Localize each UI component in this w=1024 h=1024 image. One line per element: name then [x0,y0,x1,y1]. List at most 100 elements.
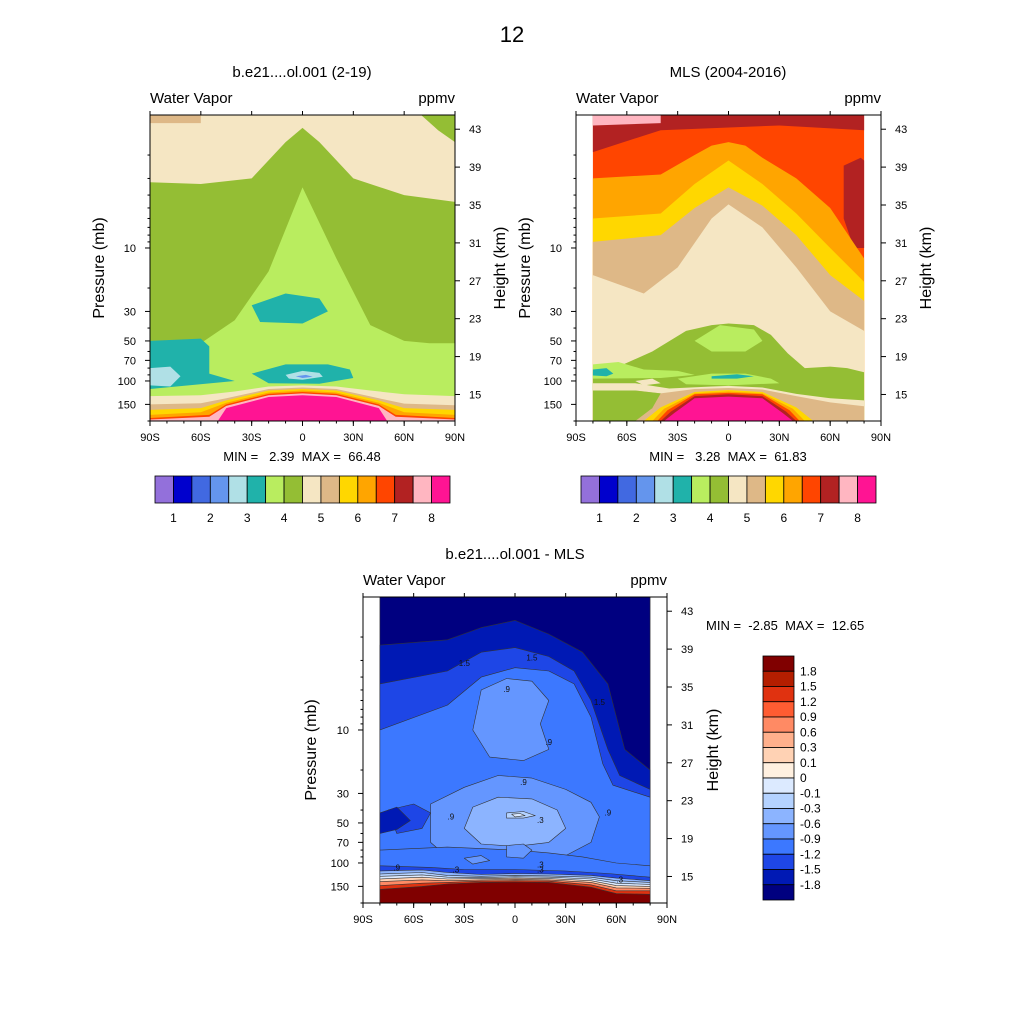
axes: 90S 60S 30S 0 30N 60N 90N 10 30 50 70 100 150 15 19 23 2… [544,111,907,444]
height-tick-label: 31 [895,238,907,250]
colorbar-swatch [762,853,795,870]
colorbar-swatch [302,475,322,504]
x-tick-label: 0 [299,432,305,444]
panel-model: b.e21....ol.001 (2-19) Water Vapor ppmv … [91,64,509,525]
y-axis-label: Pressure (mb) [303,699,320,800]
x-tick-label: 90S [140,432,160,444]
colorbar-label: 8 [854,511,861,525]
colorbar-label: 3 [670,511,677,525]
colorbar-swatch [672,475,693,504]
contour-region-13 [677,373,780,386]
colorbar-swatch [599,475,619,504]
y-tick-label: 10 [550,243,562,255]
colorbar-label: 3 [244,511,251,525]
colorbar-label: 0.6 [800,725,817,739]
contour-region-2 [592,115,661,126]
contour-regions [150,115,455,421]
colorbar-swatch [838,475,858,504]
y-tick-label: 50 [337,818,349,830]
x-tick-label: 90N [445,432,465,444]
colorbar-swatch [412,475,432,504]
panel-mls: MLS (2004-2016) Water Vapor ppmv 90S 60S 3… [517,64,935,525]
contour-region-10 [295,374,313,378]
x-tick-label: 90N [657,914,677,926]
height-tick-label: 15 [895,389,907,401]
colorbar-swatch [762,884,795,901]
contour-label: 1.5 [594,698,606,707]
x-tick-label: 90S [566,432,586,444]
colorbar-label: 8 [428,511,435,525]
height-tick-label: 39 [895,162,907,174]
contour-label: .3 [453,866,460,875]
colorbar-label: 1.8 [800,664,817,678]
contour-label: .3 [537,860,544,869]
height-tick-label: 15 [469,389,481,401]
units-label: ppmv [630,572,667,589]
x-tick-label: 90S [353,914,373,926]
colorbar-swatch [357,475,377,504]
colorbar-swatch [762,869,795,886]
contour-region-21 [379,881,651,903]
colorbar-swatch [338,475,359,504]
min-max-label: MIN = -2.85 MAX = 12.65 [706,618,864,633]
y-tick-label: 30 [124,306,136,318]
height-tick-label: 23 [895,314,907,326]
colorbar-label: -0.6 [800,817,821,831]
y-tick-label: 30 [337,788,349,800]
contour-label: .3 [537,816,544,825]
y-tick-label: 70 [124,355,136,367]
contour-region-6 [150,366,181,387]
contour-region-4 [472,678,550,761]
height-tick-label: 19 [469,352,481,364]
x-tick-label: 30S [668,432,688,444]
height-tick-label: 31 [469,238,481,250]
contour-region-3 [843,157,865,248]
colorbar-swatch [154,475,174,504]
colorbar-swatch [764,475,785,504]
contour-label: .3 [616,875,623,884]
y-tick-label: 10 [124,243,136,255]
panel-title: MLS (2004-2016) [670,64,787,81]
axes: 90S 60S 30S 0 30N 60N 90N 10 30 50 70 100 150 15 19 23 2… [118,111,481,444]
colorbar-swatch [265,475,285,504]
height-tick-label: 19 [681,834,693,846]
colorbar-swatch [654,475,674,504]
colorbar-swatch [431,475,451,504]
colorbar-label: 6 [780,511,787,525]
variable-label: Water Vapor [576,90,659,107]
colorbar-label: 1 [596,511,603,525]
contour-field [576,115,881,421]
x-tick-label: 0 [725,432,731,444]
height-tick-label: 35 [681,682,693,694]
colorbar-swatch [820,475,840,504]
colorbar-label: 7 [817,511,824,525]
panel-title: b.e21....ol.001 - MLS [445,546,584,563]
contour-region-2 [421,115,455,143]
colorbar-swatch [762,823,795,840]
contour-region-12 [635,378,661,386]
colorbar-swatch [394,475,414,504]
contour-region-14 [711,374,754,379]
colorbar-label: -0.3 [800,802,821,816]
height-tick-label: 35 [895,200,907,212]
x-tick-label: 30S [455,914,475,926]
colorbar-swatch [783,475,803,504]
colorbar-label: 5 [744,511,751,525]
colorbar-swatch [762,792,795,809]
min-max-label: MIN = 2.39 MAX = 66.48 [223,449,381,464]
colorbar-swatch [635,475,656,504]
colorbar-swatch [762,808,795,825]
y-tick-label: 150 [331,881,349,893]
colorbar-swatch [209,475,230,504]
panel-difference: b.e21....ol.001 - MLS Water Vapor ppmv 1… [303,546,864,926]
colorbar: 1.81.51.20.90.60.30.10-0.1-0.3-0.6-0.9-1… [762,655,821,901]
panel-title: b.e21....ol.001 (2-19) [232,64,371,81]
x-tick-label: 60N [394,432,414,444]
variable-label: Water Vapor [363,572,446,589]
height-tick-label: 23 [681,796,693,808]
contour-region-1 [592,115,865,153]
colorbar-label: 4 [281,511,288,525]
x-tick-label: 60N [820,432,840,444]
contour-region-17 [217,395,388,421]
